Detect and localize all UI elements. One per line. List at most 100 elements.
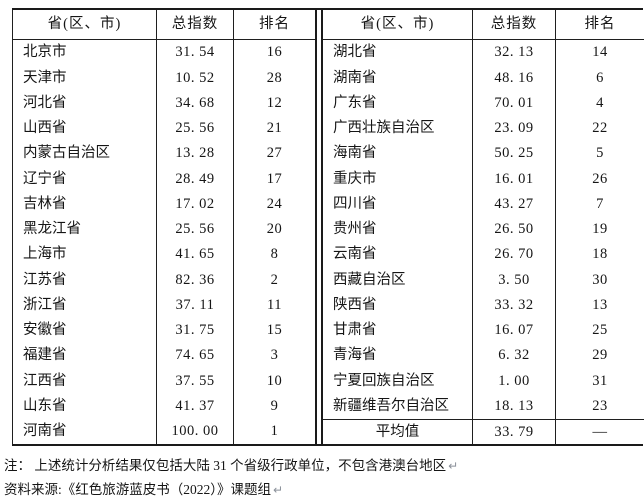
rank-cell: 8 [233, 242, 315, 268]
province-cell: 安徽省 [23, 322, 67, 339]
table-row: 新疆维吾尔自治区 18. 13 23 [323, 393, 644, 419]
table-row: 湖北省 32. 13 14 [323, 40, 644, 66]
right-table-header-row: 省(区、市) 总指数 排名 [323, 10, 644, 40]
index-cell: 34. 68 [156, 90, 233, 116]
province-cell: 北京市 [23, 44, 67, 61]
header-rank: 排名 [233, 10, 315, 39]
header-province: 省(区、市) [360, 16, 435, 33]
table-row: 江西省 37. 55 10 [13, 368, 315, 394]
table-row: 四川省 43. 27 7 [323, 191, 644, 217]
province-cell: 山东省 [23, 397, 67, 414]
table-row: 青海省 6. 32 29 [323, 343, 644, 369]
rank-cell: 1 [233, 418, 315, 444]
province-cell: 内蒙古自治区 [23, 145, 110, 162]
rank-cell: 2 [233, 267, 315, 293]
header-index: 总指数 [472, 10, 555, 39]
table-row: 上海市 41. 65 8 [13, 242, 315, 268]
table-row: 河南省 100. 00 1 [13, 418, 315, 444]
province-cell: 湖北省 [333, 44, 377, 61]
rank-cell: 15 [233, 317, 315, 343]
rank-cell: 29 [555, 343, 644, 369]
province-cell: 天津市 [23, 69, 67, 86]
index-cell: 13. 28 [156, 141, 233, 167]
index-cell: 16. 01 [472, 166, 555, 192]
table-row: 山西省 25. 56 21 [13, 115, 315, 141]
table-row: 贵州省 26. 50 19 [323, 216, 644, 242]
rank-cell: 22 [555, 115, 644, 141]
table-row: 天津市 10. 52 28 [13, 65, 315, 91]
average-label-cell: 平均值 [375, 423, 420, 440]
rank-cell: 14 [555, 40, 644, 66]
note-text: 注： 上述统计分析结果仅包括大陆 31 个省级行政单位，不包含港澳台地区 [4, 458, 447, 473]
rank-cell: 30 [555, 267, 644, 293]
table-row: 浙江省 37. 11 11 [13, 292, 315, 318]
left-table-header-row: 省(区、市) 总指数 排名 [13, 10, 315, 40]
rank-cell: 24 [233, 191, 315, 217]
table-top-rule [12, 8, 643, 10]
province-cell: 四川省 [333, 195, 377, 212]
province-cell: 海南省 [333, 145, 377, 162]
table-row: 内蒙古自治区 13. 28 27 [13, 141, 315, 167]
index-cell: 32. 13 [472, 40, 555, 66]
table-row: 黑龙江省 25. 56 20 [13, 216, 315, 242]
province-cell: 贵州省 [333, 221, 377, 238]
index-cell: 26. 50 [472, 216, 555, 242]
index-cell: 48. 16 [472, 65, 555, 91]
province-cell: 吉林省 [23, 195, 67, 212]
table-row: 吉林省 17. 02 24 [13, 191, 315, 217]
province-cell: 上海市 [23, 246, 67, 263]
index-cell: 41. 37 [156, 393, 233, 419]
rank-cell: 16 [233, 40, 315, 66]
table-bottom-rule [12, 444, 643, 446]
rank-cell: 3 [233, 343, 315, 369]
province-cell: 宁夏回族自治区 [333, 372, 435, 389]
index-cell: 33. 32 [472, 292, 555, 318]
province-cell: 西藏自治区 [333, 271, 406, 288]
province-cell: 福建省 [23, 347, 67, 364]
table-row: 辽宁省 28. 49 17 [13, 166, 315, 192]
rank-cell: 10 [233, 368, 315, 394]
rank-cell: 31 [555, 368, 644, 394]
rank-cell: 26 [555, 166, 644, 192]
province-cell: 河南省 [23, 423, 67, 440]
table-row: 海南省 50. 25 5 [323, 141, 644, 167]
rank-cell: 17 [233, 166, 315, 192]
province-cell: 山西省 [23, 120, 67, 137]
rank-cell: 13 [555, 292, 644, 318]
province-cell: 江西省 [23, 372, 67, 389]
index-cell: 41. 65 [156, 242, 233, 268]
rank-cell: 9 [233, 393, 315, 419]
rank-cell: 18 [555, 242, 644, 268]
province-cell: 陕西省 [333, 296, 377, 313]
table-row: 重庆市 16. 01 26 [323, 166, 644, 192]
province-cell: 广西壮族自治区 [333, 120, 435, 137]
province-cell: 青海省 [333, 347, 377, 364]
province-cell: 湖南省 [333, 69, 377, 86]
rank-cell: 12 [233, 90, 315, 116]
table-row: 河北省 34. 68 12 [13, 90, 315, 116]
table-row: 安徽省 31. 75 15 [13, 317, 315, 343]
rank-cell: 21 [233, 115, 315, 141]
province-cell: 云南省 [333, 246, 377, 263]
average-rank-cell: — [555, 419, 644, 444]
index-cell: 25. 56 [156, 216, 233, 242]
note-line: 注： 上述统计分析结果仅包括大陆 31 个省级行政单位，不包含港澳台地区 ↵ [4, 457, 458, 475]
table-row: 云南省 26. 70 18 [323, 242, 644, 268]
table-row: 福建省 74. 65 3 [13, 343, 315, 369]
index-cell: 10. 52 [156, 65, 233, 91]
province-cell: 黑龙江省 [23, 221, 81, 238]
province-cell: 浙江省 [23, 296, 67, 313]
rank-cell: 28 [233, 65, 315, 91]
left-table: 省(区、市) 总指数 排名 北京市 31. 54 16 天津市 10. 52 2… [12, 10, 317, 444]
province-cell: 辽宁省 [23, 170, 67, 187]
table-row: 山东省 41. 37 9 [13, 393, 315, 419]
header-index: 总指数 [156, 10, 233, 39]
table-row: 广东省 70. 01 4 [323, 90, 644, 116]
rank-cell: 27 [233, 141, 315, 167]
index-cell: 16. 07 [472, 317, 555, 343]
index-cell: 82. 36 [156, 267, 233, 293]
province-cell: 江苏省 [23, 271, 67, 288]
index-cell: 31. 75 [156, 317, 233, 343]
rank-cell: 25 [555, 317, 644, 343]
